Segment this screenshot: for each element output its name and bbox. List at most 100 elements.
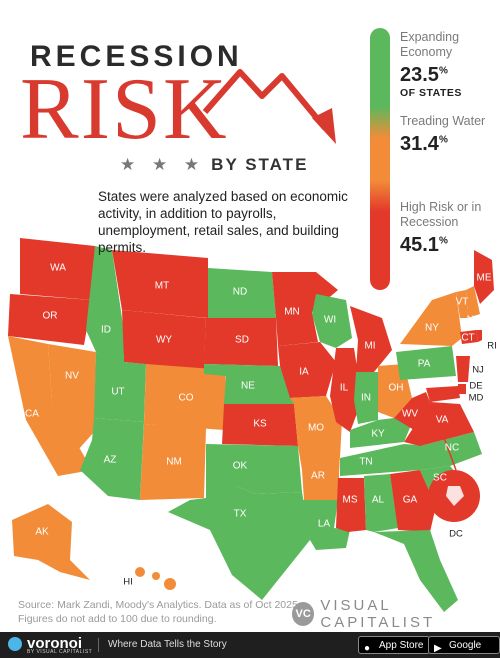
vc-logo-icon: VC xyxy=(292,602,315,626)
state-label-ms: MS xyxy=(343,495,358,506)
state-SD xyxy=(204,318,278,366)
state-DE xyxy=(458,384,466,394)
state-label-me: ME xyxy=(477,273,492,284)
state-label-va: VA xyxy=(436,415,449,426)
state-TX xyxy=(168,456,310,600)
state-label-wy: WY xyxy=(156,335,172,346)
state-KS xyxy=(222,404,298,446)
subtitle: ★ ★ ★ BY STATE xyxy=(120,155,308,175)
state-label-il: IL xyxy=(340,383,349,394)
state-WY xyxy=(122,310,206,370)
state-NV xyxy=(48,344,96,450)
state-CT xyxy=(460,330,478,344)
state-label-md: MD xyxy=(469,393,484,404)
state-WV xyxy=(394,392,430,430)
state-label-or: OR xyxy=(43,311,58,322)
state-RI xyxy=(476,330,482,342)
state-FL xyxy=(374,530,458,612)
state-OK xyxy=(206,444,302,494)
state-label-mi: MI xyxy=(364,341,375,352)
description: States were analyzed based on economic a… xyxy=(98,189,348,255)
state-label-dc: DC xyxy=(449,529,463,540)
state-label-hi: HI xyxy=(123,577,133,588)
legend-treading-percent: 31.4% xyxy=(400,133,448,155)
source-line: Source: Mark Zandi, Moody's Analytics. D… xyxy=(18,599,298,611)
state-label-ak: AK xyxy=(35,527,49,538)
legend-expanding-percent: 23.5% xyxy=(400,64,448,86)
state-MO xyxy=(290,396,342,460)
state-ND xyxy=(208,268,276,318)
state-label-tn: TN xyxy=(359,457,372,468)
legend-high-percent: 45.1% xyxy=(400,234,448,256)
state-label-sd: SD xyxy=(235,335,249,346)
legend-treading-label: Treading Water xyxy=(400,114,486,128)
state-NH xyxy=(466,286,480,318)
state-label-al: AL xyxy=(372,495,385,506)
state-VT xyxy=(456,290,468,318)
state-label-la: LA xyxy=(318,519,331,530)
apple-icon: ● xyxy=(364,643,371,654)
state-MI xyxy=(350,306,392,372)
state-label-vt: VT xyxy=(456,297,469,308)
state-label-ks: KS xyxy=(253,419,267,430)
state-KY xyxy=(350,418,414,448)
state-label-ca: CA xyxy=(25,409,39,420)
state-IN xyxy=(354,372,378,424)
state-ME xyxy=(474,250,494,304)
state-label-de: DE xyxy=(469,381,482,392)
state-label-mo: MO xyxy=(308,423,324,434)
play-icon: ▶ xyxy=(434,643,442,654)
legend-gradient-bar xyxy=(370,28,390,290)
state-label-oh: OH xyxy=(389,383,404,394)
state-label-ia: IA xyxy=(299,367,309,378)
title-recession: RECESSION xyxy=(30,40,243,73)
falling-arrow-icon xyxy=(202,69,328,130)
state-MT xyxy=(112,250,208,318)
state-label-nd: ND xyxy=(233,287,247,298)
state-label-nh: NH xyxy=(467,315,481,326)
footer-bar: voronoi BY VISUAL CAPITALIST Where Data … xyxy=(0,632,500,658)
state-ID xyxy=(86,246,126,356)
state-label-ok: OK xyxy=(233,461,248,472)
state-PA xyxy=(396,346,456,380)
state-NY xyxy=(400,292,462,346)
state-label-ri: RI xyxy=(487,341,497,352)
legend-of-states: OF STATES xyxy=(400,87,462,99)
visual-capitalist-brand: VC VISUAL CAPITALIST xyxy=(292,597,500,631)
app-store-button[interactable]: ● App Store xyxy=(358,636,431,654)
google-play-label: Google Play xyxy=(449,640,482,651)
state-IA xyxy=(278,342,336,398)
state-label-ky: KY xyxy=(371,429,385,440)
state-label-mt: MT xyxy=(155,281,169,292)
state-WI xyxy=(312,294,352,348)
state-label-ne: NE xyxy=(241,381,255,392)
state-label-nv: NV xyxy=(65,371,79,382)
state-AR xyxy=(298,446,340,500)
state-label-ar: AR xyxy=(311,471,325,482)
voronoi-logo[interactable]: voronoi xyxy=(8,635,82,652)
state-label-ny: NY xyxy=(425,323,439,334)
state-LA xyxy=(302,500,350,550)
state-label-in: IN xyxy=(361,393,371,404)
stars-icon: ★ ★ ★ xyxy=(120,155,206,174)
legend-treading: Treading Water 31.4% xyxy=(400,114,496,156)
title-risk: RISK xyxy=(20,61,229,158)
subtitle-text: BY STATE xyxy=(211,155,309,174)
state-WA xyxy=(20,238,95,300)
footer-divider xyxy=(98,638,99,652)
app-store-label: App Store xyxy=(379,640,424,651)
legend-expanding: Expanding Economy 23.5% OF STATES xyxy=(400,30,496,99)
state-label-nm: NM xyxy=(166,457,182,468)
state-OR xyxy=(8,294,92,345)
arrow-head-icon xyxy=(312,108,336,144)
state-label-fl: FL xyxy=(398,573,410,584)
voronoi-text: voronoi xyxy=(27,635,82,652)
state-AK xyxy=(12,504,90,580)
state-label-nc: NC xyxy=(445,443,459,454)
state-label-wa: WA xyxy=(50,263,66,274)
state-label-tx: TX xyxy=(234,509,247,520)
google-play-button[interactable]: ▶ Google Play xyxy=(428,636,500,654)
state-CA xyxy=(8,336,92,476)
